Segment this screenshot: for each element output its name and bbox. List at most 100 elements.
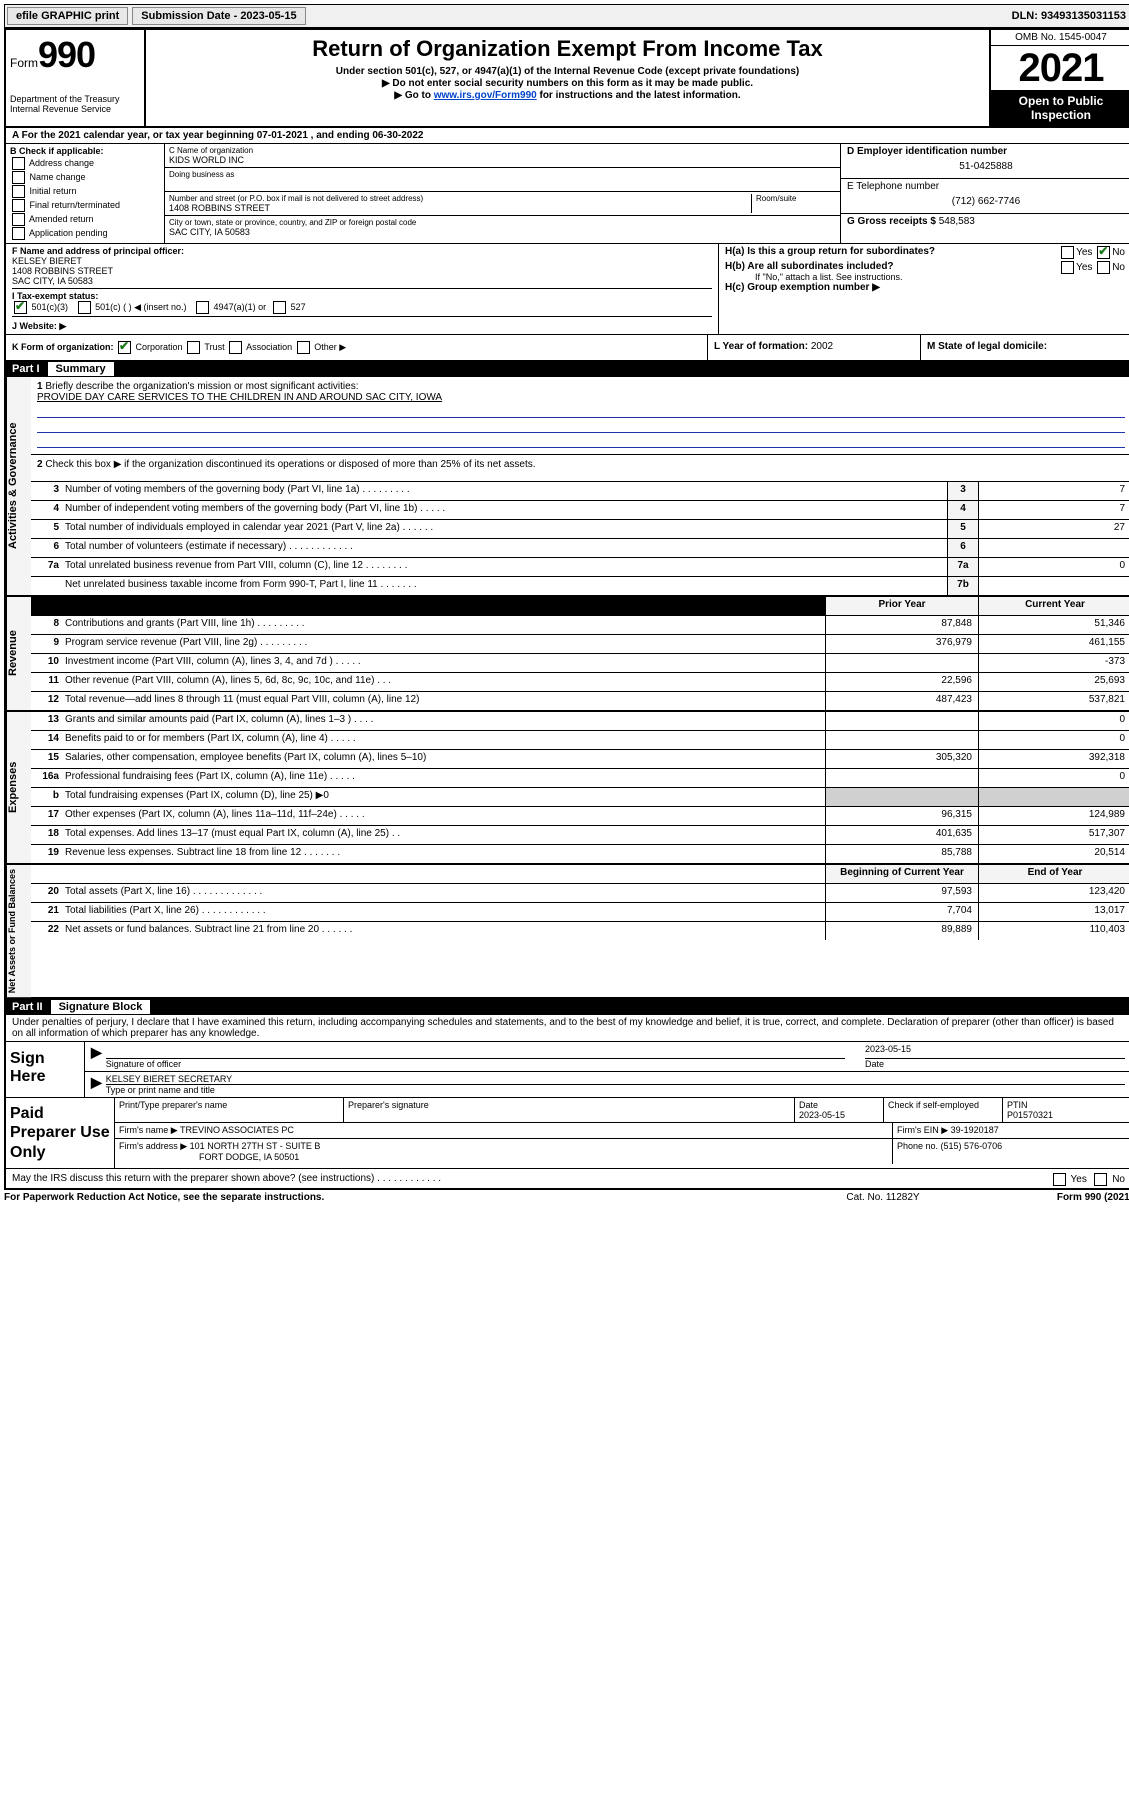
state-domicile-label: M State of legal domicile:	[927, 341, 1047, 352]
check-corp[interactable]	[118, 341, 131, 354]
table-row: 17Other expenses (Part IX, column (A), l…	[31, 807, 1129, 826]
ptin-label: PTIN	[1007, 1100, 1127, 1110]
dba-label: Doing business as	[169, 170, 836, 179]
check-name-change[interactable]: Name change	[10, 171, 160, 184]
officer-addr1: 1408 ROBBINS STREET	[12, 266, 712, 276]
room-label: Room/suite	[756, 194, 836, 203]
ha-yes[interactable]	[1061, 246, 1074, 259]
top-bar: efile GRAPHIC print Submission Date - 20…	[4, 4, 1129, 28]
sig-date-value: 2023-05-15	[865, 1044, 1125, 1059]
firm-addr2: FORT DODGE, IA 50501	[199, 1152, 299, 1162]
check-501c3[interactable]	[14, 301, 27, 314]
irs-link[interactable]: www.irs.gov/Form990	[434, 90, 537, 101]
check-527[interactable]	[273, 301, 286, 314]
table-row: 4Number of independent voting members of…	[31, 501, 1129, 520]
officer-name: KELSEY BIERET	[12, 256, 712, 266]
prep-date-label: Date	[799, 1100, 879, 1110]
ha-no[interactable]	[1097, 246, 1110, 259]
hb-no[interactable]	[1097, 261, 1110, 274]
prep-name-label: Print/Type preparer's name	[119, 1100, 339, 1110]
year-formation-label: L Year of formation:	[714, 341, 811, 352]
gross-receipts-value: 548,583	[939, 216, 975, 227]
street-label: Number and street (or P.O. box if mail i…	[169, 194, 747, 203]
check-final-return[interactable]: Final return/terminated	[10, 199, 160, 212]
irs-discuss-no[interactable]	[1094, 1173, 1107, 1186]
table-row: 6Total number of volunteers (estimate if…	[31, 539, 1129, 558]
hb-yes[interactable]	[1061, 261, 1074, 274]
form-header: Form990 Department of the Treasury Inter…	[4, 28, 1129, 128]
ein-value: 51-0425888	[847, 157, 1125, 176]
dept-label: Department of the Treasury	[10, 94, 140, 104]
check-trust[interactable]	[187, 341, 200, 354]
submission-date-button[interactable]: Submission Date - 2023-05-15	[132, 7, 305, 25]
table-row: 10Investment income (Part VIII, column (…	[31, 654, 1129, 673]
officer-label: F Name and address of principal officer:	[12, 246, 712, 256]
check-amended-return[interactable]: Amended return	[10, 213, 160, 226]
net-assets-section: Net Assets or Fund Balances Beginning of…	[4, 865, 1129, 999]
check-501c[interactable]	[78, 301, 91, 314]
block-c-name-address: C Name of organization KIDS WORLD INC Do…	[165, 144, 841, 243]
table-row: 18Total expenses. Add lines 13–17 (must …	[31, 826, 1129, 845]
table-row: 19Revenue less expenses. Subtract line 1…	[31, 845, 1129, 863]
block-right-deg: D Employer identification number 51-0425…	[841, 144, 1129, 243]
declaration-text: Under penalties of perjury, I declare th…	[6, 1015, 1129, 1041]
firm-phone-label: Phone no.	[897, 1141, 941, 1151]
irs-label: Internal Revenue Service	[10, 104, 140, 114]
identity-block: B Check if applicable: Address change Na…	[4, 144, 1129, 244]
table-row: 5Total number of individuals employed in…	[31, 520, 1129, 539]
table-row: 7aTotal unrelated business revenue from …	[31, 558, 1129, 577]
mission-blank-line	[37, 405, 1125, 418]
block-fh: F Name and address of principal officer:…	[4, 244, 1129, 335]
side-expenses: Expenses	[6, 712, 31, 863]
ptin-value: P01570321	[1007, 1110, 1127, 1120]
side-governance: Activities & Governance	[6, 377, 31, 595]
type-name-label: Type or print name and title	[106, 1085, 1125, 1095]
table-row: 15Salaries, other compensation, employee…	[31, 750, 1129, 769]
table-row: 20Total assets (Part X, line 16) . . . .…	[31, 884, 1129, 903]
mission-blank-line	[37, 435, 1125, 448]
officer-addr2: SAC CITY, IA 50583	[12, 276, 712, 286]
subtitle-3: ▶ Go to www.irs.gov/Form990 for instruct…	[152, 90, 983, 101]
expenses-section: Expenses 13Grants and similar amounts pa…	[4, 712, 1129, 865]
irs-discuss-yes[interactable]	[1053, 1173, 1066, 1186]
subtitle-2: ▶ Do not enter social security numbers o…	[152, 78, 983, 89]
paid-preparer-row: Paid Preparer Use Only Print/Type prepar…	[6, 1097, 1129, 1168]
check-initial-return[interactable]: Initial return	[10, 185, 160, 198]
signature-block: Under penalties of perjury, I declare th…	[4, 1015, 1129, 1190]
check-address-change[interactable]: Address change	[10, 157, 160, 170]
table-row: 9Program service revenue (Part VIII, lin…	[31, 635, 1129, 654]
sign-here-label: Sign Here	[6, 1042, 85, 1097]
check-assoc[interactable]	[229, 341, 242, 354]
part1-header: Part ISummary	[4, 361, 1129, 377]
col-prior-year: Prior Year	[825, 597, 978, 615]
table-row: 14Benefits paid to or for members (Part …	[31, 731, 1129, 750]
check-other[interactable]	[297, 341, 310, 354]
firm-name: TREVINO ASSOCIATES PC	[180, 1125, 294, 1135]
table-row: 11Other revenue (Part VIII, column (A), …	[31, 673, 1129, 692]
ein-label: D Employer identification number	[847, 146, 1125, 157]
table-row: 12Total revenue—add lines 8 through 11 (…	[31, 692, 1129, 710]
footer-form: Form 990 (2021)	[983, 1192, 1129, 1203]
check-4947[interactable]	[196, 301, 209, 314]
phone-label: E Telephone number	[847, 181, 1125, 192]
check-application-pending[interactable]: Application pending	[10, 227, 160, 240]
footer-cat: Cat. No. 11282Y	[783, 1192, 983, 1203]
firm-name-label: Firm's name ▶	[119, 1125, 178, 1135]
q2-text: Check this box ▶ if the organization dis…	[45, 459, 535, 477]
city-label: City or town, state or province, country…	[169, 218, 836, 227]
firm-phone: (515) 576-0706	[941, 1141, 1003, 1151]
ha-group-return: H(a) Is this a group return for subordin…	[725, 246, 1125, 257]
governance-section: Activities & Governance 1 Briefly descri…	[4, 377, 1129, 597]
self-employed-check[interactable]: Check if self-employed	[888, 1100, 998, 1110]
page-footer: For Paperwork Reduction Act Notice, see …	[4, 1190, 1129, 1205]
table-row: bTotal fundraising expenses (Part IX, co…	[31, 788, 1129, 807]
col-end-year: End of Year	[978, 865, 1129, 883]
firm-ein: 39-1920187	[951, 1125, 999, 1135]
arrow-icon: ▶	[91, 1044, 102, 1069]
tax-year: 2021	[991, 46, 1129, 90]
omb-number: OMB No. 1545-0047	[991, 30, 1129, 46]
section-a-tax-year: A For the 2021 calendar year, or tax yea…	[4, 128, 1129, 144]
side-revenue: Revenue	[6, 597, 31, 710]
hc-group-exemption: H(c) Group exemption number ▶	[725, 282, 1125, 293]
efile-button[interactable]: efile GRAPHIC print	[7, 7, 128, 25]
